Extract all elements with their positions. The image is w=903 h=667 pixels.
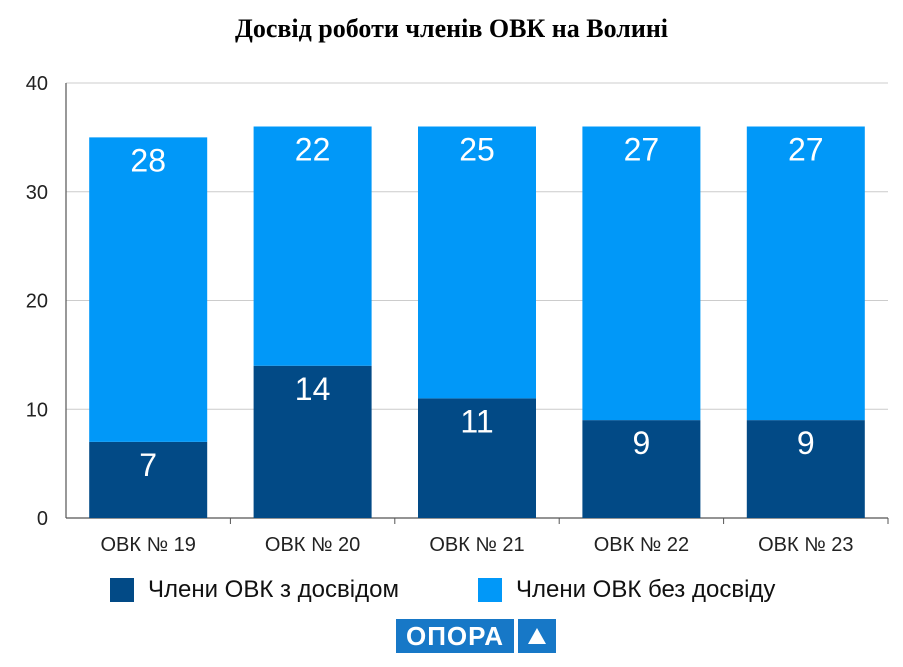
bar-0-3 (582, 420, 701, 518)
legend: Члени ОВК з досвідом Члени ОВК без досві… (0, 573, 903, 607)
bar-0-1 (253, 365, 372, 518)
data-label-0-0: 7 (139, 447, 157, 483)
y-tick-label-30: 30 (26, 182, 48, 204)
x-tick-label-3: ОВК № 22 (594, 534, 689, 556)
legend-item-with-experience: Члени ОВК з досвідом (110, 573, 399, 607)
x-tick-label-4: ОВК № 23 (758, 534, 853, 556)
logo-text: ОПОРА (396, 619, 514, 653)
x-tick-label-2: ОВК № 21 (429, 534, 524, 556)
data-label-1-0: 28 (130, 142, 166, 178)
data-label-0-3: 9 (633, 425, 651, 461)
data-label-0-1: 14 (295, 371, 331, 407)
x-tick-label-1: ОВК № 20 (265, 534, 360, 556)
legend-label-without-experience: Члени ОВК без досвіду (516, 576, 776, 603)
bar-0-2 (418, 398, 536, 518)
opora-logo: ОПОРА (396, 619, 556, 653)
data-label-1-3: 27 (624, 132, 660, 168)
bar-0-4 (746, 420, 865, 518)
y-tick-label-40: 40 (26, 73, 48, 95)
bar-0-0 (89, 441, 208, 518)
data-label-1-4: 27 (788, 132, 824, 168)
data-label-1-1: 22 (295, 132, 331, 168)
data-label-1-2: 25 (459, 132, 495, 168)
legend-label-with-experience: Члени ОВК з досвідом (148, 576, 399, 603)
bar-1-2 (418, 126, 536, 399)
bar-1-0 (89, 137, 208, 442)
y-tick-label-0: 0 (37, 508, 48, 530)
bar-1-3 (582, 126, 701, 421)
bar-1-4 (746, 126, 865, 421)
bar-chart: 0 10 20 30 40 7 28 ОВК № 19 14 22 ОВК № 20 11 25 ОВК … (26, 73, 889, 556)
data-label-0-2: 11 (460, 403, 493, 439)
chart-title: Досвід роботи членів ОВК на Волині (234, 14, 669, 43)
legend-swatch-without-experience (478, 578, 502, 602)
y-tick-label-20: 20 (26, 291, 48, 313)
legend-item-without-experience: Члени ОВК без досвіду (478, 573, 775, 607)
x-tick-label-0: ОВК № 19 (101, 534, 196, 556)
bar-1-1 (253, 126, 372, 366)
data-label-0-4: 9 (797, 425, 815, 461)
triangle-icon (517, 619, 556, 653)
y-tick-label-10: 10 (26, 399, 48, 421)
legend-swatch-with-experience (110, 578, 134, 602)
